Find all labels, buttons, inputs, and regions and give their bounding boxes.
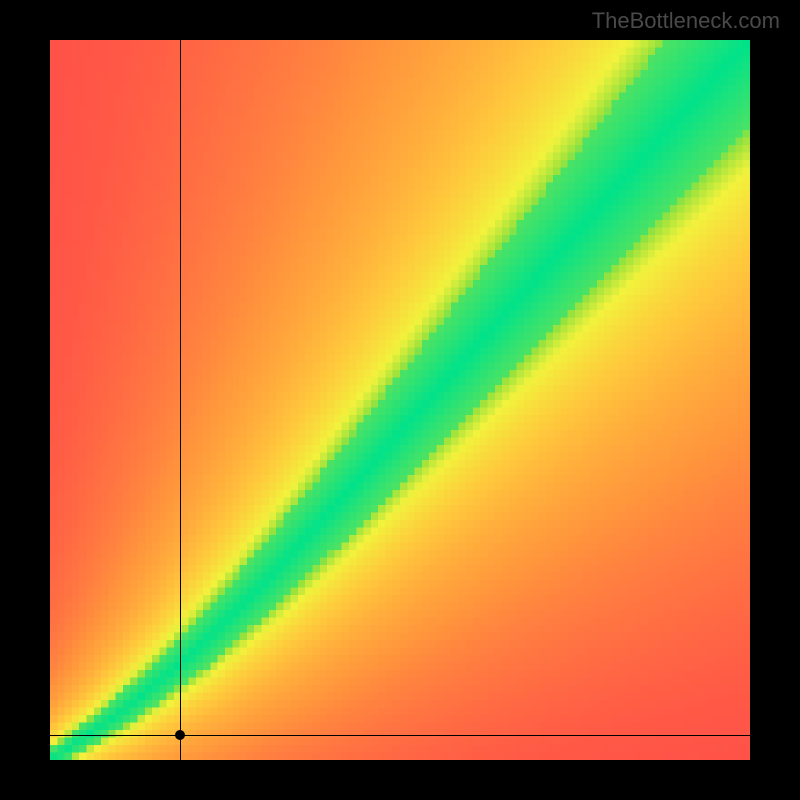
watermark-text: TheBottleneck.com [592, 8, 780, 34]
heatmap-canvas [50, 40, 750, 760]
crosshair-vertical-line [180, 40, 181, 760]
heatmap-plot [50, 40, 750, 760]
crosshair-marker-dot [175, 730, 185, 740]
crosshair-horizontal-line [50, 735, 750, 736]
